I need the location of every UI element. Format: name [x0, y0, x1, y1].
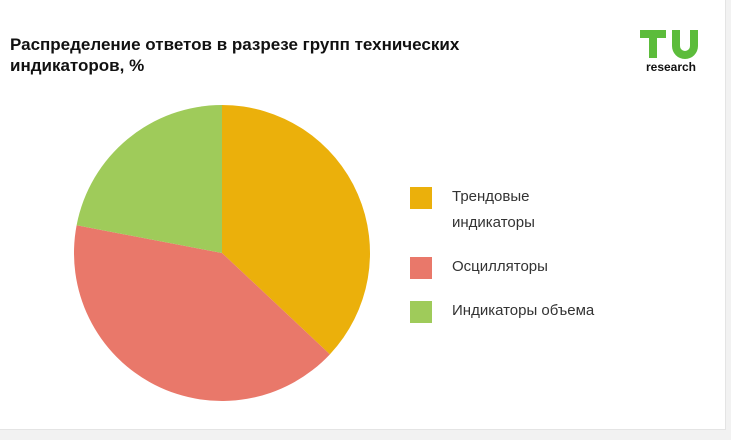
- legend-item-trend: Трендовые индикаторы: [410, 184, 710, 236]
- tu-logo-icon: [640, 30, 698, 59]
- legend-item-oscillators: Осцилляторы: [410, 254, 710, 280]
- legend-label: Осцилляторы: [452, 258, 548, 275]
- chart-card: Распределение ответов в разрезе групп те…: [0, 0, 726, 430]
- chart-title: Распределение ответов в разрезе групп те…: [10, 35, 460, 75]
- pie-slice-volume-indicators: [76, 104, 222, 253]
- logo-subtitle: research: [645, 60, 697, 74]
- pie-slice-oscillators: [74, 225, 330, 401]
- legend-swatch: [410, 257, 432, 279]
- legend-swatch: [410, 187, 432, 209]
- legend-item-volume: Индикаторы объема: [410, 298, 710, 324]
- legend-swatch: [410, 301, 432, 323]
- chart-legend: Трендовые индикаторы Осцилляторы Индикат…: [410, 184, 710, 342]
- legend-label: Индикаторы объема: [452, 302, 595, 319]
- legend-label: Трендовые индикаторы: [452, 188, 535, 231]
- pie-slice-trend-indicators: [222, 105, 370, 355]
- pie-chart: [74, 104, 370, 401]
- tu-research-logo: research: [636, 28, 706, 78]
